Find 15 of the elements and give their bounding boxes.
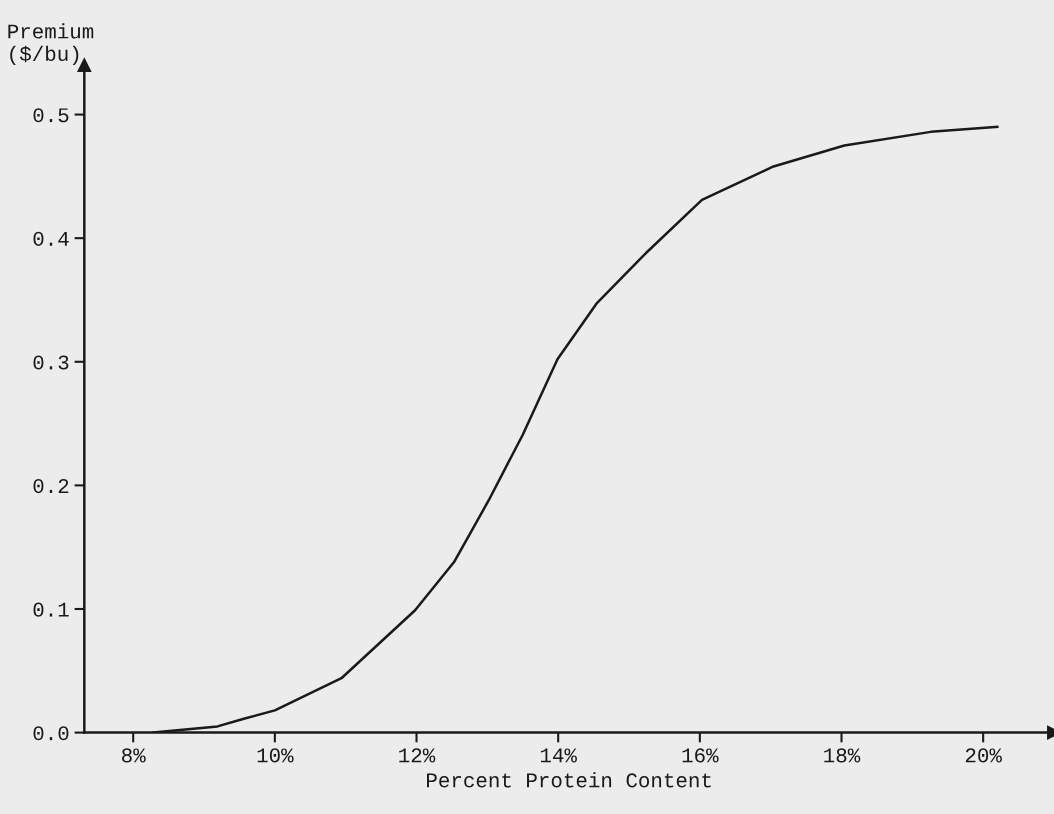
y-axis-title: Premium ($/bu) xyxy=(8,23,94,66)
y-tick-label: 0.0 xyxy=(33,726,69,741)
x-tick-label: 8% xyxy=(122,748,146,763)
y-tick-label: 0.5 xyxy=(33,108,69,123)
y-tick-label: 0.3 xyxy=(33,355,69,370)
x-tick-label: 16% xyxy=(682,748,719,763)
x-tick-label: 20% xyxy=(965,748,1002,763)
x-tick-label: 18% xyxy=(824,748,861,763)
x-tick-label: 10% xyxy=(257,748,294,763)
y-tick-label: 0.1 xyxy=(33,602,69,617)
x-tick-label: 12% xyxy=(399,748,436,763)
x-tick-label: 14% xyxy=(540,748,577,763)
y-tick-label: 0.4 xyxy=(33,231,69,246)
x-axis-title: Percent Protein Content xyxy=(427,772,711,788)
y-tick-label: 0.2 xyxy=(33,479,69,494)
